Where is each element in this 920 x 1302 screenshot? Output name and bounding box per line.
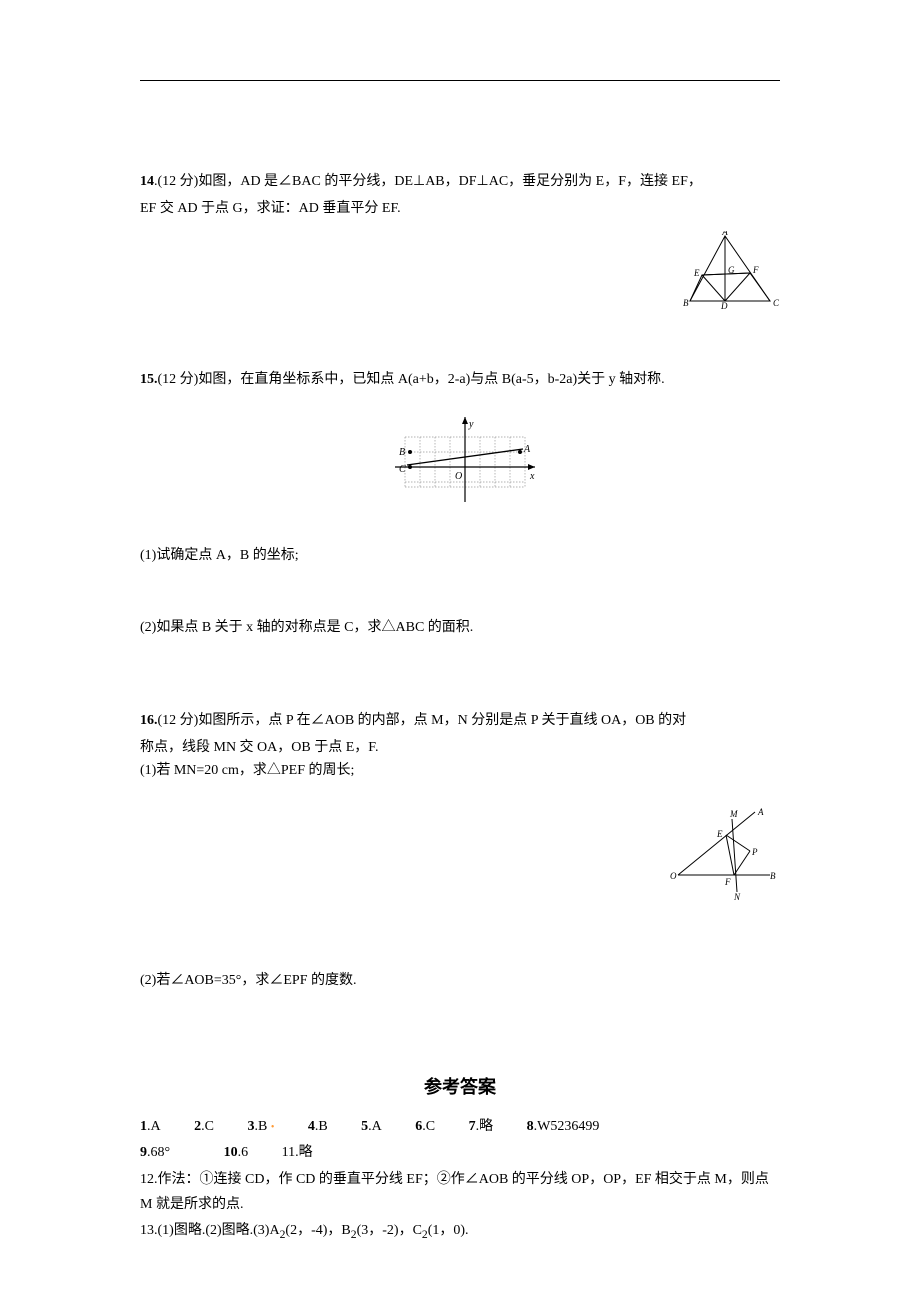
q16-diagram: O A B M N E F P [670, 807, 780, 902]
svg-text:y: y [468, 419, 474, 430]
q14-num: 14 [140, 174, 154, 189]
svg-text:P: P [751, 847, 758, 857]
svg-text:B: B [399, 447, 405, 458]
svg-text:E: E [716, 829, 723, 839]
page-top-divider [140, 80, 780, 81]
answer-12: 12.作法：①连接 CD，作 CD 的垂直平分线 EF；②作∠AOB 的平分线 … [140, 1167, 780, 1217]
question-15: 15.(12 分)如图，在直角坐标系中，已知点 A(a+b，2-a)与点 B(a… [140, 369, 780, 640]
svg-text:B: B [683, 298, 689, 308]
answer-3: 3.B • [247, 1116, 274, 1138]
answers-title: 参考答案 [140, 1073, 780, 1102]
answer-5: 5.A [361, 1116, 382, 1138]
svg-text:C: C [773, 298, 780, 308]
svg-text:G: G [728, 265, 735, 275]
q15-diagram: y x O B C A [375, 407, 545, 507]
q16-sub1: (1)若 MN=20 cm，求△PEF 的周长; [140, 760, 780, 782]
q16-sub2: (2)若∠AOB=35°，求∠EPF 的度数. [140, 970, 780, 992]
svg-text:M: M [729, 809, 738, 819]
svg-text:A: A [523, 444, 531, 455]
q15-header: 15.(12 分)如图，在直角坐标系中，已知点 A(a+b，2-a)与点 B(a… [140, 369, 780, 391]
answer-8: 8.W5236499 [527, 1116, 600, 1138]
q14-header: 14.(12 分)如图，AD 是∠BAC 的平分线，DE⊥AB，DF⊥AC，垂足… [140, 171, 780, 193]
answer-10: 10.6 [224, 1142, 249, 1164]
q16-diagram-container: O A B M N E F P [140, 807, 780, 910]
answer-2: 2.C [194, 1116, 214, 1138]
svg-text:F: F [724, 877, 731, 887]
svg-text:A: A [721, 231, 728, 237]
answer-9: 9.68° [140, 1142, 170, 1164]
q15-sub2: (2)如果点 B 关于 x 轴的对称点是 C，求△ABC 的面积. [140, 617, 780, 639]
q14-text1: 如图，AD 是∠BAC 的平分线，DE⊥AB，DF⊥AC，垂足分别为 E，F，连… [198, 174, 702, 189]
q16-text2: 称点，线段 MN 交 OA，OB 于点 E，F. [140, 737, 780, 759]
svg-text:O: O [670, 871, 677, 881]
svg-text:F: F [752, 265, 759, 275]
answer-4: 4.B [308, 1116, 328, 1138]
q14-diagram: A B C D E F G [680, 231, 780, 311]
answer-11: 11.略 [282, 1142, 313, 1164]
svg-text:D: D [720, 301, 728, 311]
orange-dot-icon: • [271, 1122, 275, 1133]
answer-7: 7.略 [469, 1116, 494, 1138]
svg-text:x: x [529, 471, 535, 482]
svg-text:O: O [455, 471, 462, 482]
q15-num: 15. [140, 372, 158, 387]
q15-sub1: (1)试确定点 A，B 的坐标; [140, 545, 780, 567]
q15-text: 如图，在直角坐标系中，已知点 A(a+b，2-a)与点 B(a-5，b-2a)关… [198, 372, 664, 387]
question-14: 14.(12 分)如图，AD 是∠BAC 的平分线，DE⊥AB，DF⊥AC，垂足… [140, 171, 780, 319]
answer-6: 6.C [415, 1116, 435, 1138]
svg-text:E: E [693, 268, 700, 278]
question-16: 16.(12 分)如图所示，点 P 在∠AOB 的内部，点 M，N 分别是点 P… [140, 710, 780, 993]
svg-text:N: N [733, 892, 741, 902]
q14-points: .(12 分) [154, 174, 198, 189]
q15-diagram-container: y x O B C A [140, 407, 780, 515]
answer-1: 1.A [140, 1116, 161, 1138]
q16-header: 16.(12 分)如图所示，点 P 在∠AOB 的内部，点 M，N 分别是点 P… [140, 710, 780, 732]
q14-diagram-container: A B C D E F G [140, 231, 780, 319]
answer-13: 13.(1)图略.(2)图略.(3)A2(2，-4)，B2(3，-2)，C2(1… [140, 1218, 780, 1245]
answer-row-1: 1.A 2.C 3.B • 4.B 5.A 6.C 7.略 8.W5236499 [140, 1116, 780, 1138]
q15-points: (12 分) [158, 372, 199, 387]
answer-row-2: 9.68° 10.6 11.略 [140, 1142, 780, 1164]
q16-num: 16. [140, 713, 158, 728]
svg-text:A: A [757, 807, 764, 817]
q16-text1: 如图所示，点 P 在∠AOB 的内部，点 M，N 分别是点 P 关于直线 OA，… [198, 713, 686, 728]
q14-text2: EF 交 AD 于点 G，求证：AD 垂直平分 EF. [140, 198, 780, 220]
svg-text:B: B [770, 871, 776, 881]
svg-text:C: C [399, 464, 406, 475]
q16-points: (12 分) [158, 713, 199, 728]
